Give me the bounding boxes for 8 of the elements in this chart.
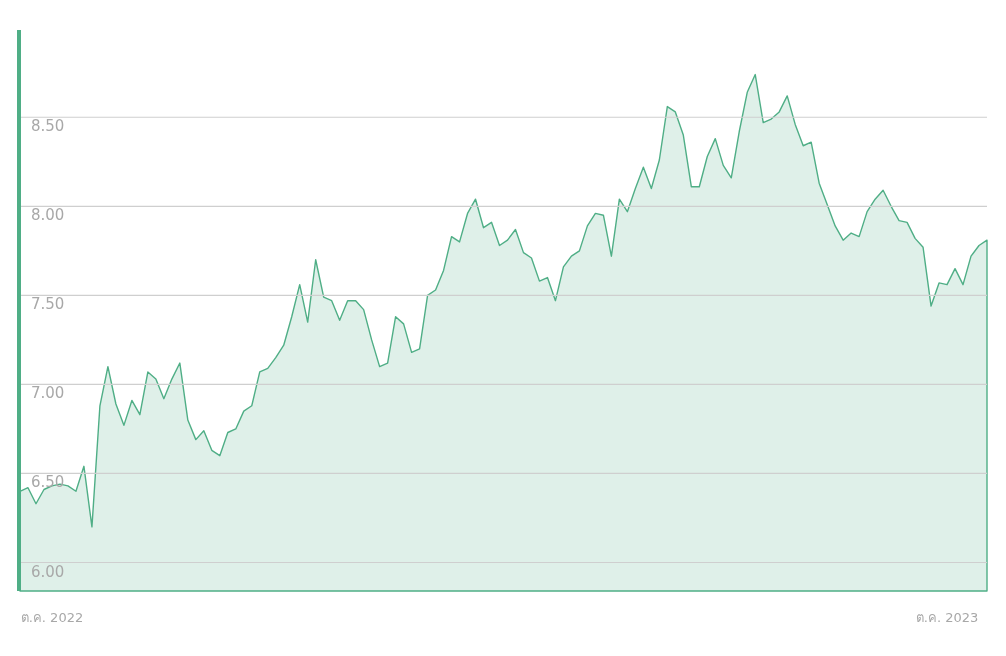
ytick: 6.50	[31, 473, 65, 492]
ytick: 8.50	[31, 117, 65, 136]
ytick: 8.00	[31, 206, 65, 225]
ytick: 7.00	[31, 384, 65, 403]
ytick: 7.50	[31, 295, 65, 314]
xtick: ต.ค. 2022	[20, 610, 84, 625]
ytick: 6.00	[31, 562, 65, 581]
xtick: ต.ค. 2023	[915, 610, 979, 625]
